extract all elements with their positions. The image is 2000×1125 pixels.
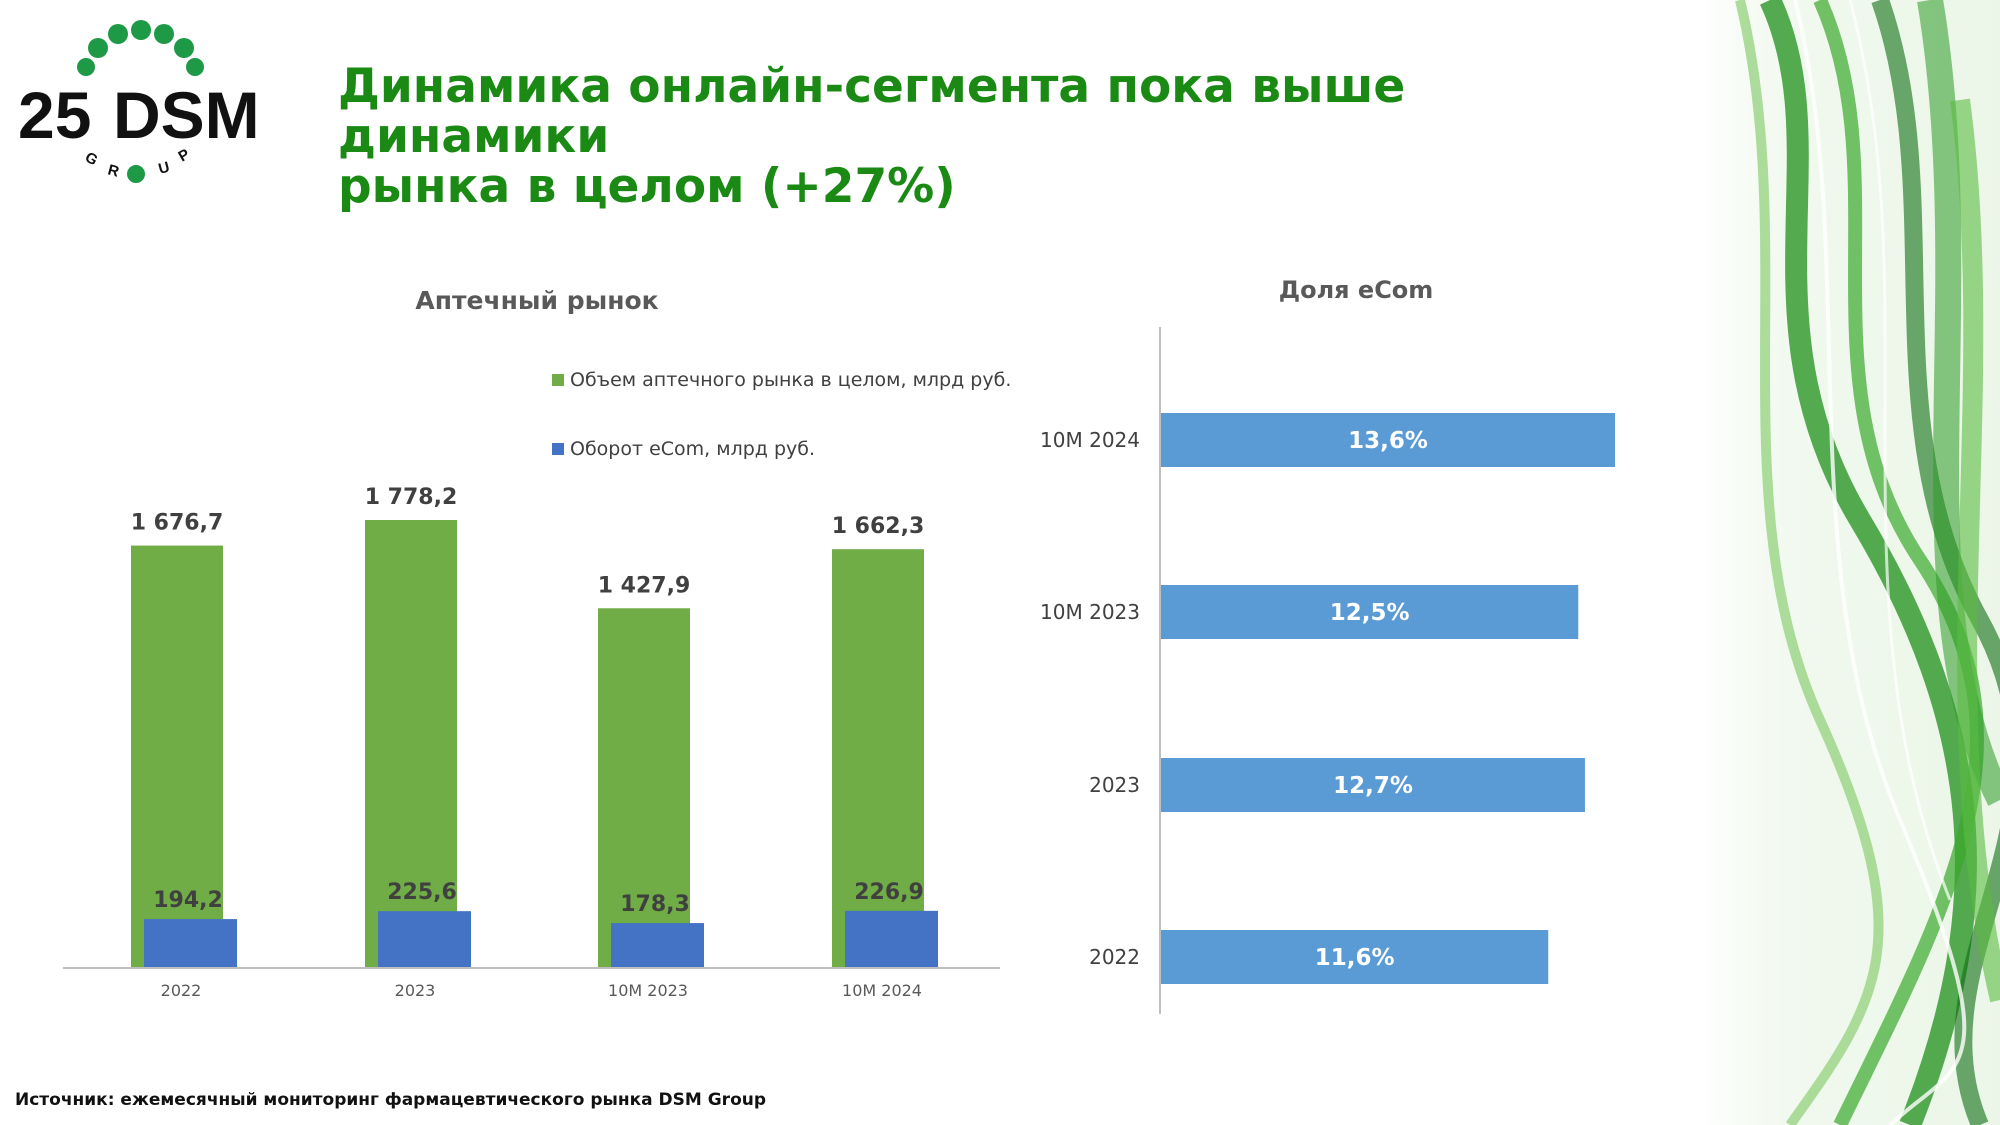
legend-label-ecom: Оборот eCom, млрд руб. xyxy=(570,438,815,460)
y-tick-label: 2022 xyxy=(1089,945,1140,969)
logo-number: 25 xyxy=(18,78,91,152)
data-label-share: 12,7% xyxy=(1333,773,1413,799)
legend-swatch-market xyxy=(552,374,564,386)
bar-ecom xyxy=(845,910,938,968)
bar-market xyxy=(832,549,924,968)
bar-share xyxy=(1161,585,1579,639)
bar-market xyxy=(131,545,223,968)
logo-name: DSM xyxy=(113,78,260,152)
data-label-ecom: 194,2 xyxy=(153,888,223,913)
chart-title: Доля eCom xyxy=(1279,276,1434,304)
logo-sub-u: U xyxy=(157,159,172,178)
chart-title: Аптечный рынок xyxy=(415,286,658,315)
bar-ecom xyxy=(378,911,471,968)
decorative-green-ribbons xyxy=(1700,0,2000,1125)
data-label-market: 1 676,7 xyxy=(131,511,224,536)
source-note: Источник: ежемесячный мониторинг фармаце… xyxy=(15,1090,767,1110)
bar-ecom xyxy=(611,923,704,968)
data-label-market: 1 427,9 xyxy=(598,573,691,598)
pharmacy-market-chart: Аптечный рынок Объем аптечного рынка в це… xyxy=(63,286,1011,1000)
data-label-ecom: 178,3 xyxy=(620,892,690,917)
data-label-share: 12,5% xyxy=(1330,600,1410,626)
x-tick-label: 2023 xyxy=(395,981,436,1000)
bar-ecom xyxy=(144,919,237,968)
x-tick-label: 10M 2024 xyxy=(842,981,922,1000)
data-label-market: 1 778,2 xyxy=(365,485,458,510)
logo-sub-r: R xyxy=(106,161,121,180)
dsm-group-logo: 25 DSM G R U P xyxy=(18,20,260,183)
page-title: Динамика онлайн-сегмента пока выше динам… xyxy=(338,62,1638,212)
data-label-ecom: 226,9 xyxy=(854,880,924,905)
data-label-share: 13,6% xyxy=(1348,428,1428,454)
data-label-ecom: 225,6 xyxy=(387,880,457,905)
bar-market xyxy=(365,520,457,968)
legend-label-market: Объем аптечного рынка в целом, млрд руб. xyxy=(570,369,1011,391)
y-tick-label: 2023 xyxy=(1089,773,1140,797)
y-tick-label: 10M 2023 xyxy=(1040,600,1140,624)
y-tick-label: 10M 2024 xyxy=(1040,428,1140,452)
data-label-share: 11,6% xyxy=(1315,945,1395,971)
bar-share xyxy=(1161,413,1615,467)
bar-market xyxy=(598,608,690,968)
page-title-line1: Динамика онлайн-сегмента пока выше динам… xyxy=(338,59,1406,164)
data-label-market: 1 662,3 xyxy=(832,514,925,539)
x-tick-label: 10M 2023 xyxy=(608,981,688,1000)
legend-swatch-ecom xyxy=(552,443,564,455)
page-title-line2: рынка в целом (+27%) xyxy=(338,159,956,214)
logo-sub-letters: G R U P xyxy=(82,146,193,181)
bar-share xyxy=(1161,758,1585,812)
bar-share xyxy=(1161,930,1549,984)
logo-dots xyxy=(77,20,204,183)
x-tick-label: 2022 xyxy=(161,981,202,1000)
ecom-share-chart: Доля eCom 13,6% 10M 2024 12,5% 10M 2023 12,7%… xyxy=(1040,276,1615,1014)
